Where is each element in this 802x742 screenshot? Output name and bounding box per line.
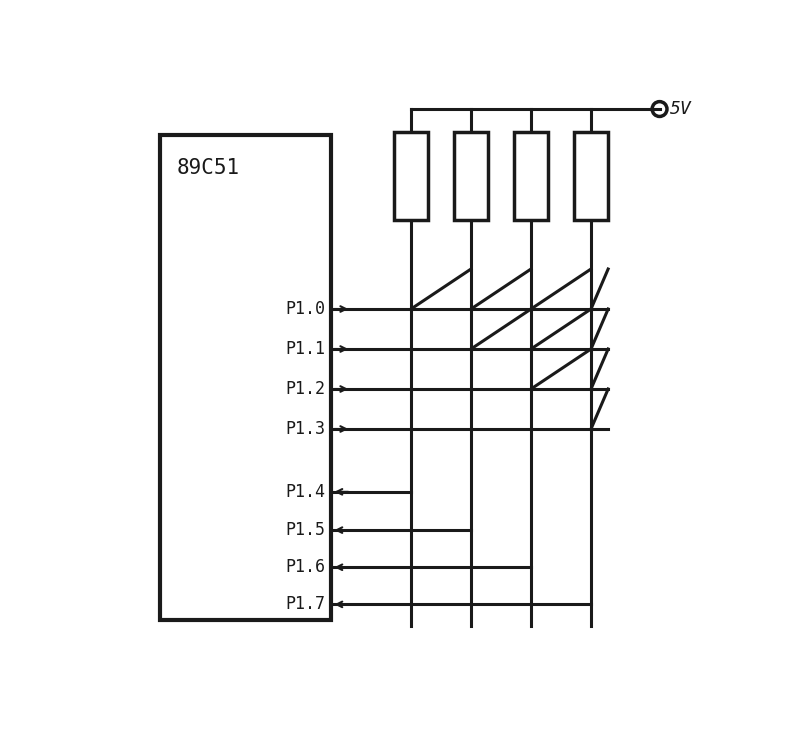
Text: P1.3: P1.3 xyxy=(286,420,326,438)
Text: P1.4: P1.4 xyxy=(286,483,326,501)
Bar xyxy=(160,135,331,620)
Bar xyxy=(574,132,608,220)
Text: P1.6: P1.6 xyxy=(286,558,326,577)
Bar xyxy=(454,132,488,220)
Text: P1.7: P1.7 xyxy=(286,595,326,614)
Text: P1.1: P1.1 xyxy=(286,340,326,358)
Bar xyxy=(394,132,428,220)
Text: P1.0: P1.0 xyxy=(286,300,326,318)
Text: 5V: 5V xyxy=(670,100,691,118)
Bar xyxy=(514,132,548,220)
Text: P1.2: P1.2 xyxy=(286,380,326,398)
Text: P1.5: P1.5 xyxy=(286,521,326,539)
Text: 89C51: 89C51 xyxy=(176,157,240,177)
